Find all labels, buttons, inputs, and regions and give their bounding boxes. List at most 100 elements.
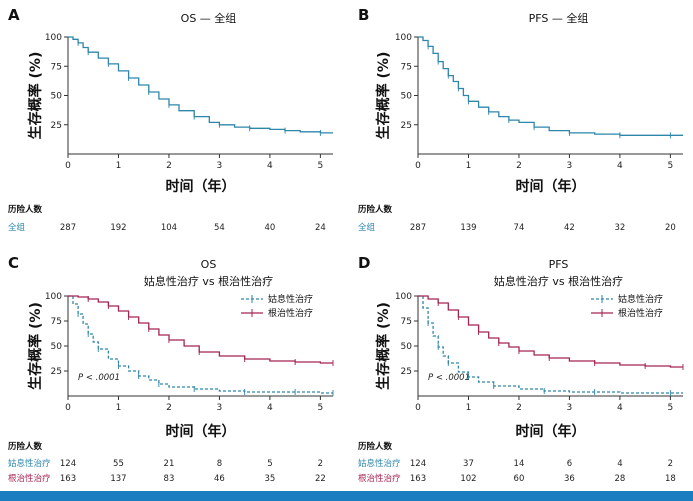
- risk-value: 35: [264, 474, 275, 484]
- risk-value: 287: [60, 223, 76, 233]
- risk-value: 6: [567, 459, 572, 469]
- x-tick-label: 4: [267, 403, 273, 413]
- risk-value: 42: [564, 223, 575, 233]
- y-tick-label: 75: [51, 62, 62, 72]
- km-curve-series-1: [68, 36, 333, 134]
- risk-value: 5: [267, 459, 272, 469]
- legend-label: 姑息性治疗: [618, 293, 663, 305]
- x-tick-label: 0: [65, 161, 71, 171]
- risk-value: 104: [161, 223, 177, 233]
- km-curve-series-1: [68, 295, 333, 394]
- km-curve-series-2: [68, 295, 333, 364]
- risk-value: 55: [113, 459, 124, 469]
- risk-value: 14: [514, 459, 525, 469]
- panel-letter: A: [8, 6, 20, 24]
- risk-value: 22: [315, 474, 326, 484]
- y-tick-label: 50: [401, 92, 413, 102]
- risk-table-title: 历险人数: [8, 441, 43, 452]
- risk-value: 21: [164, 459, 175, 469]
- km-curve-series-1: [418, 295, 683, 394]
- y-tick-label: 25: [51, 367, 62, 377]
- x-axis-label: 时间（年）: [516, 423, 586, 440]
- x-tick-label: 1: [116, 403, 122, 413]
- y-axis-label: 生存概率 (%): [27, 302, 44, 390]
- x-axis-label: 时间（年）: [166, 423, 236, 440]
- risk-value: 28: [614, 474, 625, 484]
- x-tick-label: 2: [166, 161, 172, 171]
- x-tick-label: 0: [65, 403, 71, 413]
- x-tick-label: 2: [166, 403, 172, 413]
- risk-value: 137: [110, 474, 126, 484]
- risk-value: 102: [460, 474, 476, 484]
- x-tick-label: 0: [415, 403, 421, 413]
- risk-value: 83: [164, 474, 175, 484]
- km-curve-series-2: [418, 295, 683, 368]
- y-tick-label: 75: [401, 62, 412, 72]
- x-tick-label: 0: [415, 161, 421, 171]
- x-tick-label: 5: [318, 161, 324, 171]
- x-tick-label: 4: [267, 161, 273, 171]
- chart-title: PFS — 全组: [529, 11, 589, 25]
- y-tick-label: 50: [51, 342, 63, 352]
- y-axis-label: 生存概率 (%): [27, 52, 44, 140]
- risk-value: 192: [110, 223, 126, 233]
- y-tick-label: 50: [51, 92, 63, 102]
- risk-value: 124: [410, 459, 426, 469]
- risk-value: 163: [60, 474, 76, 484]
- x-tick-label: 4: [617, 161, 623, 171]
- risk-value: 124: [60, 459, 76, 469]
- x-tick-label: 1: [466, 403, 472, 413]
- risk-row-label: 姑息性治疗: [8, 458, 51, 469]
- legend-label: 根治性治疗: [618, 307, 663, 319]
- x-tick-label: 4: [617, 403, 623, 413]
- risk-value: 24: [315, 223, 326, 233]
- panel-a: A OS — 全组 0 1 2 3 4 5 25 50 75 100 时间（年） 生存概率 (%) 历险人数…: [8, 6, 333, 233]
- x-tick-label: 2: [516, 161, 522, 171]
- risk-value: 18: [665, 474, 676, 484]
- p-value: P < .0001: [428, 373, 470, 383]
- y-tick-label: 25: [51, 121, 62, 131]
- risk-table-title: 历险人数: [358, 441, 393, 452]
- bottom-accent-bar: [0, 491, 693, 501]
- risk-row-label: 根治性治疗: [358, 473, 401, 484]
- risk-table-title: 历险人数: [358, 204, 393, 215]
- y-tick-label: 50: [401, 342, 413, 352]
- panel-d: D PFS 姑息性治疗 vs 根治性治疗 0 1 2 3 4 5 25 50 75 100 时间（年） 生存…: [358, 254, 684, 484]
- x-tick-label: 3: [567, 403, 573, 413]
- risk-value: 46: [214, 474, 225, 484]
- risk-value: 40: [264, 223, 275, 233]
- y-tick-label: 100: [395, 292, 412, 302]
- y-tick-label: 25: [401, 367, 412, 377]
- y-tick-label: 75: [401, 317, 412, 327]
- panel-b: B PFS — 全组 0 1 2 3 4 5 25 50 75 100 时间（年） 生存概率 (%) 历险人…: [358, 6, 683, 233]
- x-tick-label: 1: [116, 161, 122, 171]
- x-axis-label: 时间（年）: [516, 178, 586, 195]
- risk-value: 287: [410, 223, 426, 233]
- risk-value: 163: [410, 474, 426, 484]
- risk-value: 37: [463, 459, 474, 469]
- risk-value: 36: [564, 474, 575, 484]
- risk-value: 20: [665, 223, 676, 233]
- x-tick-label: 3: [217, 403, 223, 413]
- chart-title: OS — 全组: [181, 11, 237, 25]
- chart-title: OS: [201, 258, 217, 271]
- risk-row-label: 全组: [8, 222, 26, 233]
- risk-value: 60: [514, 474, 525, 484]
- p-value: P < .0001: [78, 373, 120, 383]
- chart-title: PFS: [549, 258, 569, 271]
- x-tick-label: 5: [668, 161, 674, 171]
- risk-row-label: 根治性治疗: [8, 473, 51, 484]
- y-axis-label: 生存概率 (%): [375, 52, 392, 140]
- chart-title: 姑息性治疗 vs 根治性治疗: [144, 274, 273, 288]
- risk-row-label: 姑息性治疗: [358, 458, 401, 469]
- risk-value: 74: [514, 223, 525, 233]
- chart-title: 姑息性治疗 vs 根治性治疗: [494, 274, 623, 288]
- x-tick-label: 2: [516, 403, 522, 413]
- x-tick-label: 3: [567, 161, 573, 171]
- x-axis-label: 时间（年）: [166, 178, 236, 195]
- x-tick-label: 3: [217, 161, 223, 171]
- panel-letter: C: [8, 254, 19, 272]
- risk-value: 8: [217, 459, 222, 469]
